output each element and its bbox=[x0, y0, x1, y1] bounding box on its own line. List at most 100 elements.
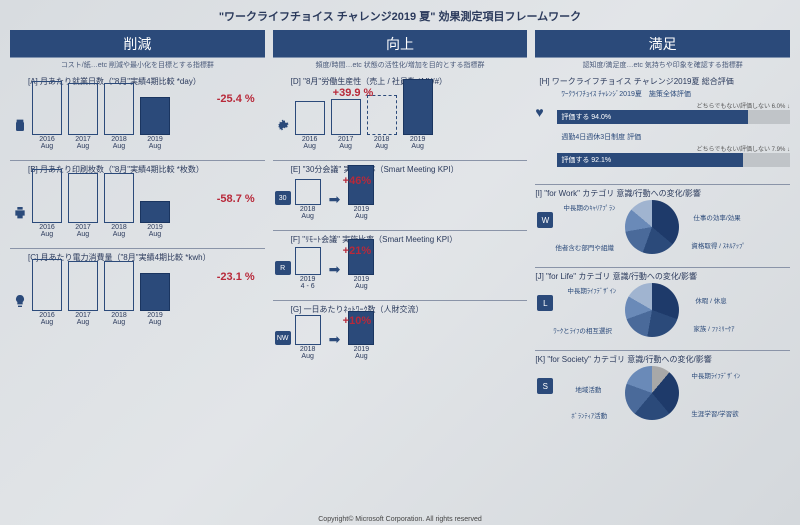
improve-header: 向上 bbox=[273, 30, 528, 58]
bar bbox=[295, 315, 321, 345]
printer-icon bbox=[12, 205, 28, 221]
pie-label: 休暇 / 休息 bbox=[695, 295, 726, 305]
bar-label: 2019Aug bbox=[354, 206, 370, 221]
bar bbox=[295, 247, 321, 275]
bar-label: 2018Aug bbox=[300, 206, 316, 221]
column-improve: 向上 頻度/時間…etc 状態の活性化/増加を目的とする指標群 [D] "8月"… bbox=[273, 30, 528, 510]
badge-L: L bbox=[537, 295, 553, 311]
pie-I: [I] "for Work" カテゴリ 意識/行動への変化/影響 W 中長期のｷ… bbox=[535, 188, 790, 260]
eval-note: どちらでもない/評価しない 6.0% ↓ bbox=[557, 101, 790, 110]
pie-label: 地域活動 bbox=[575, 384, 601, 394]
eval-yes: 評価する 94.0% bbox=[557, 110, 748, 124]
reduce-sub: コスト/紙…etc 削減や最小化を目標とする指標群 bbox=[10, 60, 265, 70]
pie-label: 中長期ﾗｲﾌﾃﾞｻﾞｲﾝ bbox=[567, 285, 616, 295]
bar-label: 2016Aug bbox=[302, 136, 318, 151]
pie-label: ﾎﾞﾗﾝﾃｨｱ活動 bbox=[571, 410, 607, 420]
chart-E-pct: +46% bbox=[343, 175, 371, 187]
bar-label: 2016Aug bbox=[39, 136, 55, 151]
bulb-icon bbox=[12, 293, 28, 309]
pie-K-chart bbox=[625, 366, 679, 420]
bar bbox=[68, 261, 98, 311]
column-satisfy: 満足 認知度/満足度…etc 気持ちや印象を確認する指標群 [H] ワークライフ… bbox=[535, 30, 790, 510]
bar-label: 2018Aug bbox=[300, 346, 316, 361]
pie-label: 家族 / ﾌｧﾐﾘｰｹｱ bbox=[693, 323, 734, 333]
bar bbox=[32, 81, 62, 135]
bar-label: 2019Aug bbox=[410, 136, 426, 151]
bar-label: 2018Aug bbox=[111, 224, 127, 239]
divider bbox=[535, 350, 790, 351]
bar-label: 2017Aug bbox=[338, 136, 354, 151]
divider bbox=[273, 300, 528, 301]
bar-label: 2019Aug bbox=[147, 224, 163, 239]
chart-D-title: [D] "8月"労働生産性（売上 / 社員数 *M¥/#） bbox=[273, 76, 528, 87]
pie-J-chart bbox=[625, 283, 679, 337]
pie-I-title: [I] "for Work" カテゴリ 意識/行動への変化/影響 bbox=[535, 188, 790, 199]
eval-no bbox=[748, 110, 790, 124]
satisfy-sub: 認知度/満足度…etc 気持ちや印象を確認する指標群 bbox=[535, 60, 790, 70]
divider bbox=[10, 160, 265, 161]
pie-label: 生涯学習/学習欲 bbox=[691, 408, 738, 418]
pie-label: 資格取得 / ｽｷﾙｱｯﾌﾟ bbox=[691, 240, 745, 250]
arrow-icon: ➡ bbox=[329, 331, 341, 348]
satisfy-header: 満足 bbox=[535, 30, 790, 58]
pie-label: 中長期ﾗｲﾌﾃﾞｻﾞｲﾝ bbox=[691, 370, 740, 380]
chart-F-title: [F] "ﾘﾓｰﾄ会議" 実施比率（Smart Meeting KPI） bbox=[273, 234, 528, 245]
badge-R: R bbox=[275, 261, 291, 275]
gear-icon bbox=[275, 117, 291, 133]
badge-S: S bbox=[537, 378, 553, 394]
chart-D: [D] "8月"労働生産性（売上 / 社員数 *M¥/#） +39.9 % 20… bbox=[273, 76, 528, 151]
bar bbox=[140, 97, 170, 135]
pie-label: 仕事の効率/効果 bbox=[693, 212, 740, 222]
chart-G: [G] 一日あたりﾈｯﾄﾜｰｸ数（人財交流） NW +10% 2018Aug ➡ 2… bbox=[273, 304, 528, 361]
eval-note: どちらでもない/評価しない 7.9% ↓ bbox=[557, 144, 790, 153]
bar bbox=[68, 173, 98, 223]
chart-C-pct: -23.1 % bbox=[217, 271, 255, 283]
badge-30: 30 bbox=[275, 191, 291, 205]
jar-icon bbox=[12, 117, 28, 133]
chart-C: [C] 月あたり電力消費量（"8月"実績4期比較 *kwh） -23.1 % 2… bbox=[10, 252, 265, 327]
bar bbox=[295, 179, 321, 205]
eval-H-title: [H] ワークライフチョイス チャレンジ2019夏 総合評価 bbox=[539, 76, 790, 87]
chart-G-pct: +10% bbox=[343, 315, 371, 327]
eval-yes: 評価する 92.1% bbox=[557, 153, 743, 167]
bar-label: 2018Aug bbox=[111, 136, 127, 151]
pie-J-title: [J] "for Life" カテゴリ 意識/行動への変化/影響 bbox=[535, 271, 790, 282]
chart-B: [B] 月あたり印刷枚数（"8月"実績4期比較 *枚数） -58.7 % 201… bbox=[10, 164, 265, 239]
divider bbox=[10, 248, 265, 249]
bar-label: 2019Aug bbox=[147, 136, 163, 151]
bar-label: 2017Aug bbox=[75, 224, 91, 239]
eval-label: ﾜｰｸﾗｲﾌﾁｮｲｽ ﾁｬﾚﾝｼﾞ2019夏 施策全体評価 bbox=[557, 89, 790, 99]
chart-F: [F] "ﾘﾓｰﾄ会議" 実施比率（Smart Meeting KPI） R +… bbox=[273, 234, 528, 291]
bar bbox=[32, 169, 62, 223]
bar bbox=[32, 259, 62, 311]
pie-K: [K] "for Society" カテゴリ 意識/行動への変化/影響 S 中長… bbox=[535, 354, 790, 426]
chart-B-pct: -58.7 % bbox=[217, 193, 255, 205]
bar-label: 2019Aug bbox=[147, 312, 163, 327]
main-title: "ワークライフチョイス チャレンジ2019 夏" 効果測定項目フレームワーク bbox=[10, 8, 790, 24]
bar bbox=[140, 273, 170, 311]
eval-label: 週勤4日週休3日制度 評価 bbox=[557, 132, 790, 142]
pie-J: [J] "for Life" カテゴリ 意識/行動への変化/影響 L 中長期ﾗｲ… bbox=[535, 271, 790, 343]
bar-label: 2016Aug bbox=[39, 312, 55, 327]
chart-E-title: [E] "30分会議" 実施比率（Smart Meeting KPI） bbox=[273, 164, 528, 175]
chart-D-pct: +39.9 % bbox=[333, 87, 374, 99]
chart-G-title: [G] 一日あたりﾈｯﾄﾜｰｸ数（人財交流） bbox=[273, 304, 528, 315]
bar bbox=[104, 173, 134, 223]
improve-sub: 頻度/時間…etc 状態の活性化/増加を目的とする指標群 bbox=[273, 60, 528, 70]
chart-A-pct: -25.4 % bbox=[217, 93, 255, 105]
bar bbox=[367, 95, 397, 135]
arrow-icon: ➡ bbox=[329, 261, 341, 278]
badge-W: W bbox=[537, 212, 553, 228]
eval-H: [H] ワークライフチョイス チャレンジ2019夏 総合評価 ♥ ﾜｰｸﾗｲﾌﾁ… bbox=[535, 76, 790, 175]
reduce-header: 削減 bbox=[10, 30, 265, 58]
divider bbox=[535, 267, 790, 268]
bar bbox=[104, 261, 134, 311]
bar bbox=[140, 201, 170, 223]
bar-label: 2019Aug bbox=[354, 346, 370, 361]
badge-NW: NW bbox=[275, 331, 291, 345]
pie-K-title: [K] "for Society" カテゴリ 意識/行動への変化/影響 bbox=[535, 354, 790, 365]
columns-container: 削減 コスト/紙…etc 削減や最小化を目標とする指標群 [A] 月あたり就業日… bbox=[10, 30, 790, 510]
bar-label: 2019Aug bbox=[354, 276, 370, 291]
pie-label: ﾜｰｸとﾗｲﾌの相互選択 bbox=[553, 325, 612, 335]
pie-label: 中長期のｷｬﾘｱﾌﾟﾗﾝ bbox=[563, 202, 615, 212]
